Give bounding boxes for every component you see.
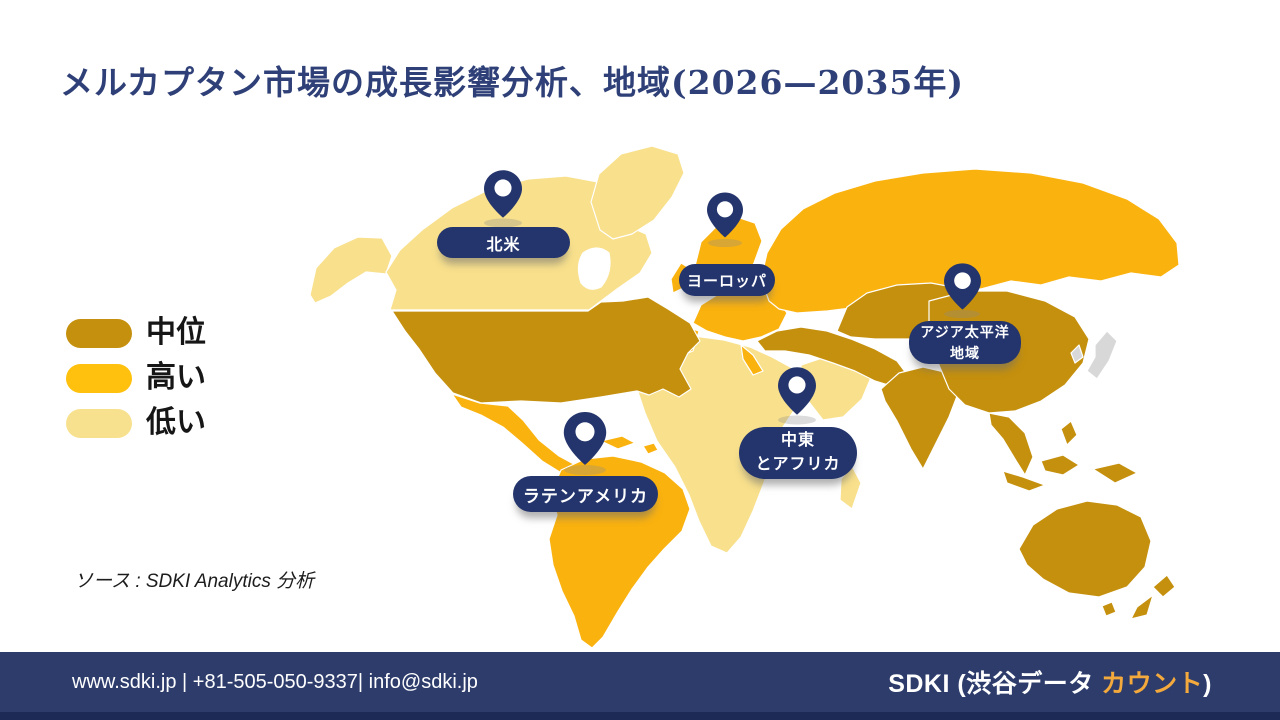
region-philippines: [1060, 420, 1078, 446]
region-tasmania: [1101, 601, 1117, 617]
legend-label-high: 高い: [146, 361, 206, 394]
map-pin-icon: [944, 263, 981, 310]
region-sumatra-java: [1002, 470, 1046, 492]
region-usa: [391, 296, 701, 404]
pin-label-text: ヨーロッパ: [686, 272, 767, 290]
footer-contact: www.sdki.jp | +81-505-050-9337| info@sdk…: [72, 670, 478, 693]
legend-item-low: 低い: [66, 408, 206, 438]
legend-swatch-medium: [66, 318, 132, 348]
legend: 中位 高い 低い: [66, 318, 206, 453]
pin-label-latin-america: ラテンアメリカ: [513, 476, 658, 512]
region-japan: [1086, 330, 1118, 380]
pin-label-text: アジア太平洋: [920, 324, 1010, 341]
pin-label-middle-east-africa: 中東 とアフリカ: [739, 427, 857, 479]
footer-brand: SDKI (渋谷データ カウント): [888, 664, 1212, 700]
pin-label-text: 地域: [950, 344, 980, 361]
pin-label-text: 北米: [486, 236, 521, 254]
pin-label-asia-pacific: アジア太平洋 地域: [909, 321, 1021, 364]
legend-swatch-high: [66, 363, 132, 393]
legend-item-medium: 中位: [66, 318, 206, 348]
region-greenland: [590, 145, 685, 240]
source-note: ソース : SDKI Analytics 分析: [74, 571, 315, 592]
region-australia: [1018, 500, 1152, 598]
region-alaska: [309, 236, 393, 304]
page-title: メルカプタン市場の成長影響分析、地域(2026—2035年): [60, 63, 964, 102]
region-se-asia: [988, 412, 1034, 476]
pin-label-north-america: 北米: [437, 227, 570, 258]
region-new-zealand-north: [1152, 574, 1176, 598]
map-pin-icon: [484, 170, 522, 218]
region-borneo: [1040, 454, 1080, 476]
legend-label-medium: 中位: [146, 316, 206, 349]
legend-swatch-low: [66, 408, 132, 438]
pin-label-text: 中東: [780, 432, 815, 449]
region-india: [880, 366, 960, 470]
legend-label-low: 低い: [146, 406, 206, 439]
region-cuba: [600, 435, 636, 450]
region-hispaniola: [642, 442, 659, 455]
region-italy: [740, 344, 764, 376]
footer: www.sdki.jp | +81-505-050-9337| info@sdk…: [0, 652, 1280, 720]
map-pin-icon: [563, 412, 607, 465]
pin-label-europe: ヨーロッパ: [679, 264, 775, 296]
footer-brand-highlight: カウント: [1101, 670, 1204, 698]
pin-label-text: ラテンアメリカ: [522, 486, 649, 506]
region-new-guinea: [1092, 462, 1138, 484]
map-pin-icon: [778, 367, 816, 415]
hudson-bay: [577, 247, 611, 290]
footer-brand-prefix: SDKI (渋谷データ: [888, 670, 1102, 698]
map-pin-icon: [707, 192, 743, 238]
pin-tip-shadows: [484, 218, 980, 475]
region-new-zealand-south: [1130, 594, 1154, 620]
legend-item-high: 高い: [66, 363, 206, 393]
pin-label-text: とアフリカ: [755, 456, 841, 473]
footer-brand-suffix: ): [1203, 670, 1212, 698]
region-korea: [1070, 344, 1084, 364]
